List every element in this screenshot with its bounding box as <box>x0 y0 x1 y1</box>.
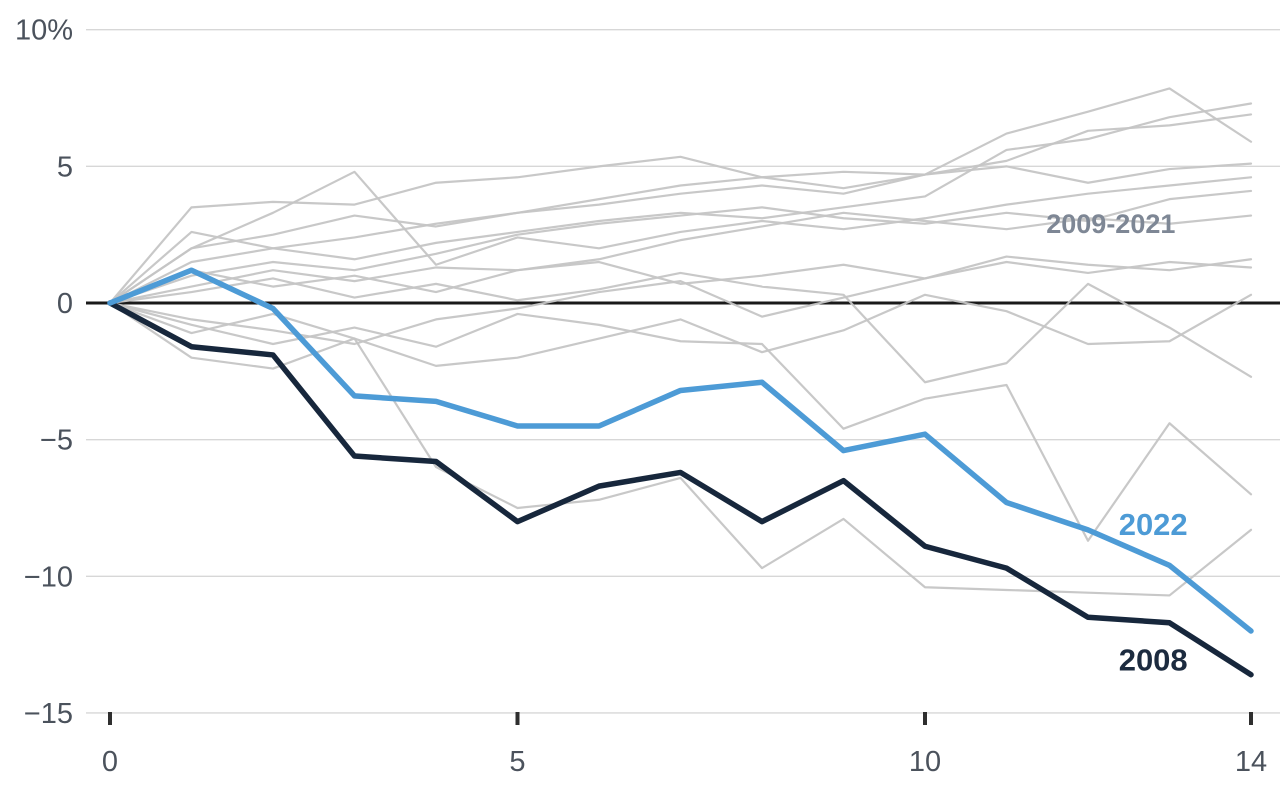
series-line-2010 <box>108 102 1253 305</box>
x-axis-tick-label: 10 <box>909 746 941 778</box>
y-axis-tick-label: 10% <box>15 15 73 47</box>
series-line-2014 <box>108 189 1253 305</box>
series-line-2018 <box>108 293 1253 367</box>
x-axis-tick-label: 5 <box>509 746 525 778</box>
series-line-2022 <box>107 267 1254 634</box>
series-label-2008: 2008 <box>1119 643 1188 678</box>
series-label-2009-2021: 2009-2021 <box>1046 209 1175 239</box>
x-axis-tick-label: 0 <box>102 746 118 778</box>
y-axis-tick-label: 5 <box>57 151 73 183</box>
y-axis-tick-label: 0 <box>57 288 73 320</box>
series-line-2009 <box>108 87 1253 305</box>
series-line-2011 <box>108 113 1253 305</box>
y-axis-tick-label: −15 <box>24 698 73 730</box>
series-line-2016 <box>108 255 1253 305</box>
x-axis-tick-label: 14 <box>1235 746 1267 778</box>
series-line-2012 <box>108 155 1253 305</box>
series-line-2021 <box>108 301 1253 597</box>
series-line-2019 <box>108 271 1253 384</box>
series-line-2015 <box>108 211 1253 305</box>
series-label-2022: 2022 <box>1119 507 1188 542</box>
y-axis-tick-label: −5 <box>40 425 73 457</box>
y-axis-tick-label: −10 <box>24 561 73 593</box>
series-line-2008 <box>107 300 1254 678</box>
series-line-2020 <box>108 301 1253 542</box>
series-line-2013 <box>108 170 1253 305</box>
